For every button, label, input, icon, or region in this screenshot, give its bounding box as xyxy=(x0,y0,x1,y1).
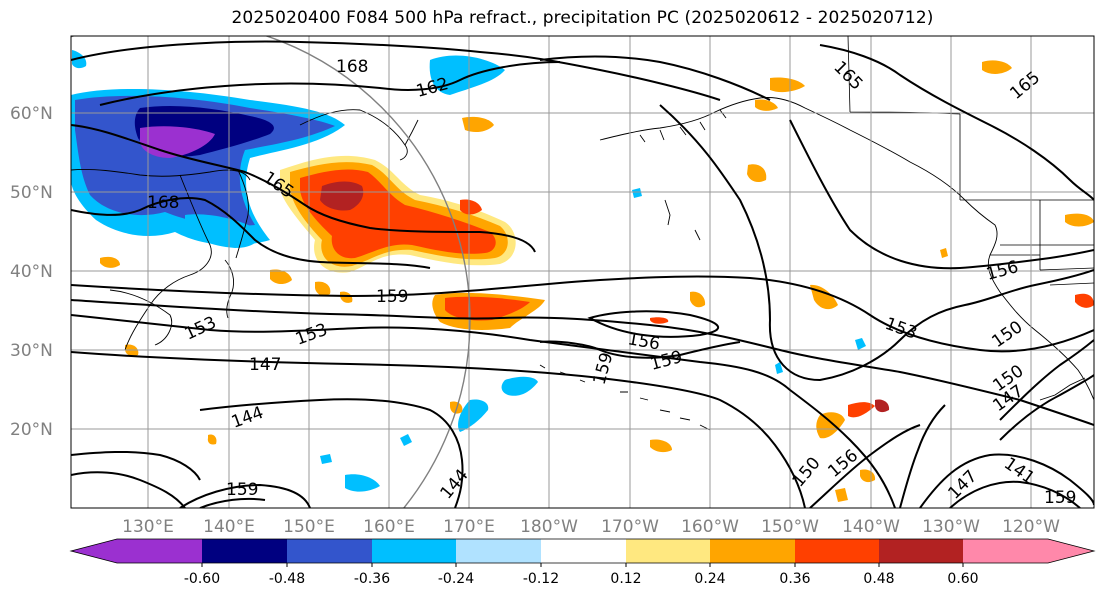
lon-label: 130°W xyxy=(922,517,980,537)
height-contours xyxy=(71,40,1094,508)
lon-label: 140°E xyxy=(203,517,255,537)
colorbar-tick-label: -0.24 xyxy=(437,571,475,587)
contour-label: 156 xyxy=(824,446,862,482)
contour-label: 144 xyxy=(229,403,266,433)
colorbar-tick-label: -0.60 xyxy=(183,571,221,587)
colorbar-extend-min xyxy=(71,539,117,563)
colorbar-tick-label: 0.36 xyxy=(779,571,811,587)
colorbar-tick-label: 0.24 xyxy=(694,571,726,587)
colorbar-tick-label: -0.36 xyxy=(353,571,391,587)
lat-label: 30°N xyxy=(10,341,53,361)
lon-label: 180°W xyxy=(520,517,578,537)
colorbar-tick-label: 0.60 xyxy=(947,571,979,587)
negative-precip-fills xyxy=(71,50,866,492)
lon-label: 150°W xyxy=(761,517,819,537)
contour-label: 159 xyxy=(376,287,408,307)
colorbar-tick-label: 0.48 xyxy=(863,571,895,587)
lon-label: 150°E xyxy=(283,517,335,537)
lon-label: 160°W xyxy=(681,517,739,537)
contour-label: 144 xyxy=(437,465,473,503)
contour-label: 153 xyxy=(182,313,220,345)
lon-label: 120°W xyxy=(1002,517,1060,537)
lat-label: 50°N xyxy=(10,183,53,203)
lon-label: 170°E xyxy=(443,517,495,537)
contour-label: 159 xyxy=(590,350,618,387)
colorbar-tick-label: -0.12 xyxy=(522,571,560,587)
lon-label: 140°W xyxy=(842,517,900,537)
contour-label: 153 xyxy=(293,320,330,350)
contour-label: 150 xyxy=(988,317,1026,352)
range-circle xyxy=(71,36,471,508)
colorbar xyxy=(69,538,1096,567)
contour-label: 147 xyxy=(249,355,281,375)
contour-label: 165 xyxy=(1006,68,1044,104)
contour-label: 165 xyxy=(829,57,866,94)
contour-label: 168 xyxy=(336,57,368,77)
lat-label: 20°N xyxy=(10,420,53,440)
map-frame xyxy=(70,35,1095,509)
positive-precip-fills xyxy=(100,60,1094,502)
colorbar-tick-label: 0.12 xyxy=(610,571,642,587)
contour-label: 159 xyxy=(226,480,258,500)
map-title: 2025020400 F084 500 hPa refract., precip… xyxy=(231,8,934,28)
grid-lines xyxy=(71,36,1094,508)
lon-label: 160°E xyxy=(363,517,415,537)
colorbar-extend-max xyxy=(1048,539,1094,563)
contour-label: 162 xyxy=(414,74,451,102)
contour-label: 147 xyxy=(944,466,981,503)
contour-label: 156 xyxy=(626,329,661,354)
lon-label: 130°E xyxy=(122,517,174,537)
lat-label: 40°N xyxy=(10,262,53,282)
lat-label: 60°N xyxy=(10,104,53,124)
lon-label: 170°W xyxy=(601,517,659,537)
map-content: 168 162 165 168 165 165 159 153 153 147 … xyxy=(71,36,1094,508)
contour-label: 153 xyxy=(882,314,919,344)
political-borders xyxy=(847,36,1094,286)
contour-label: 159 xyxy=(1044,488,1076,508)
contour-label: 156 xyxy=(984,257,1021,285)
colorbar-tick-label: -0.48 xyxy=(268,571,306,587)
contour-label: 168 xyxy=(147,193,179,213)
contour-label: 150 xyxy=(789,453,825,491)
